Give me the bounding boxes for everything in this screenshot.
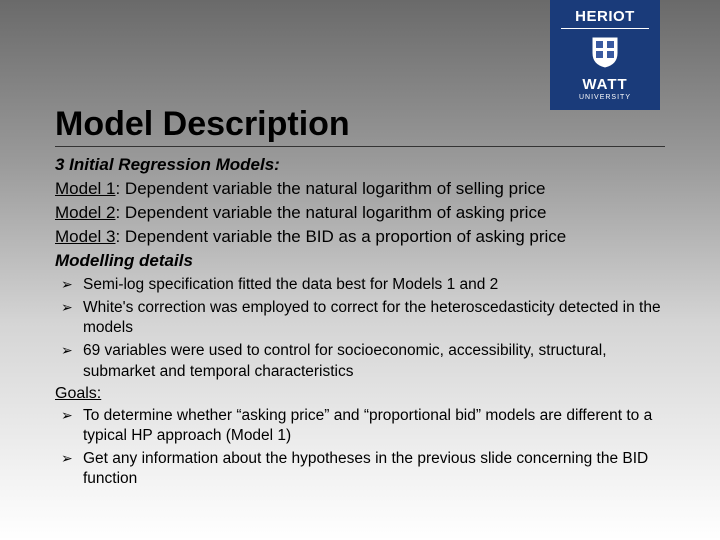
logo-text-top: HERIOT <box>550 8 660 25</box>
shield-icon <box>590 35 620 69</box>
slide-content: Model Description 3 Initial Regression M… <box>55 105 665 492</box>
model-3-line: Model 3: Dependent variable the BID as a… <box>55 227 665 247</box>
section-heading-models: 3 Initial Regression Models: <box>55 155 665 175</box>
title-rule <box>55 146 665 147</box>
details-list: Semi-log specification fitted the data b… <box>55 275 665 382</box>
logo-text-sub: UNIVERSITY <box>550 94 660 101</box>
model-2-label: Model 2 <box>55 203 115 222</box>
model-1-label: Model 1 <box>55 179 115 198</box>
section-heading-details: Modelling details <box>55 251 665 271</box>
list-item: Get any information about the hypotheses… <box>55 449 665 489</box>
list-item: To determine whether “asking price” and … <box>55 406 665 446</box>
goals-list: To determine whether “asking price” and … <box>55 406 665 490</box>
model-1-desc: : Dependent variable the natural logarit… <box>115 179 545 198</box>
list-item: White's correction was employed to corre… <box>55 298 665 338</box>
logo-divider <box>561 28 649 29</box>
list-item: 69 variables were used to control for so… <box>55 341 665 381</box>
model-2-desc: : Dependent variable the natural logarit… <box>115 203 546 222</box>
model-1-line: Model 1: Dependent variable the natural … <box>55 179 665 199</box>
goals-heading: Goals: <box>55 385 665 403</box>
model-2-line: Model 2: Dependent variable the natural … <box>55 203 665 223</box>
logo-text-bottom: WATT <box>550 76 660 93</box>
university-logo: HERIOT WATT UNIVERSITY <box>550 0 660 110</box>
model-3-desc: : Dependent variable the BID as a propor… <box>115 227 566 246</box>
page-title: Model Description <box>55 105 665 144</box>
list-item: Semi-log specification fitted the data b… <box>55 275 665 295</box>
model-3-label: Model 3 <box>55 227 115 246</box>
